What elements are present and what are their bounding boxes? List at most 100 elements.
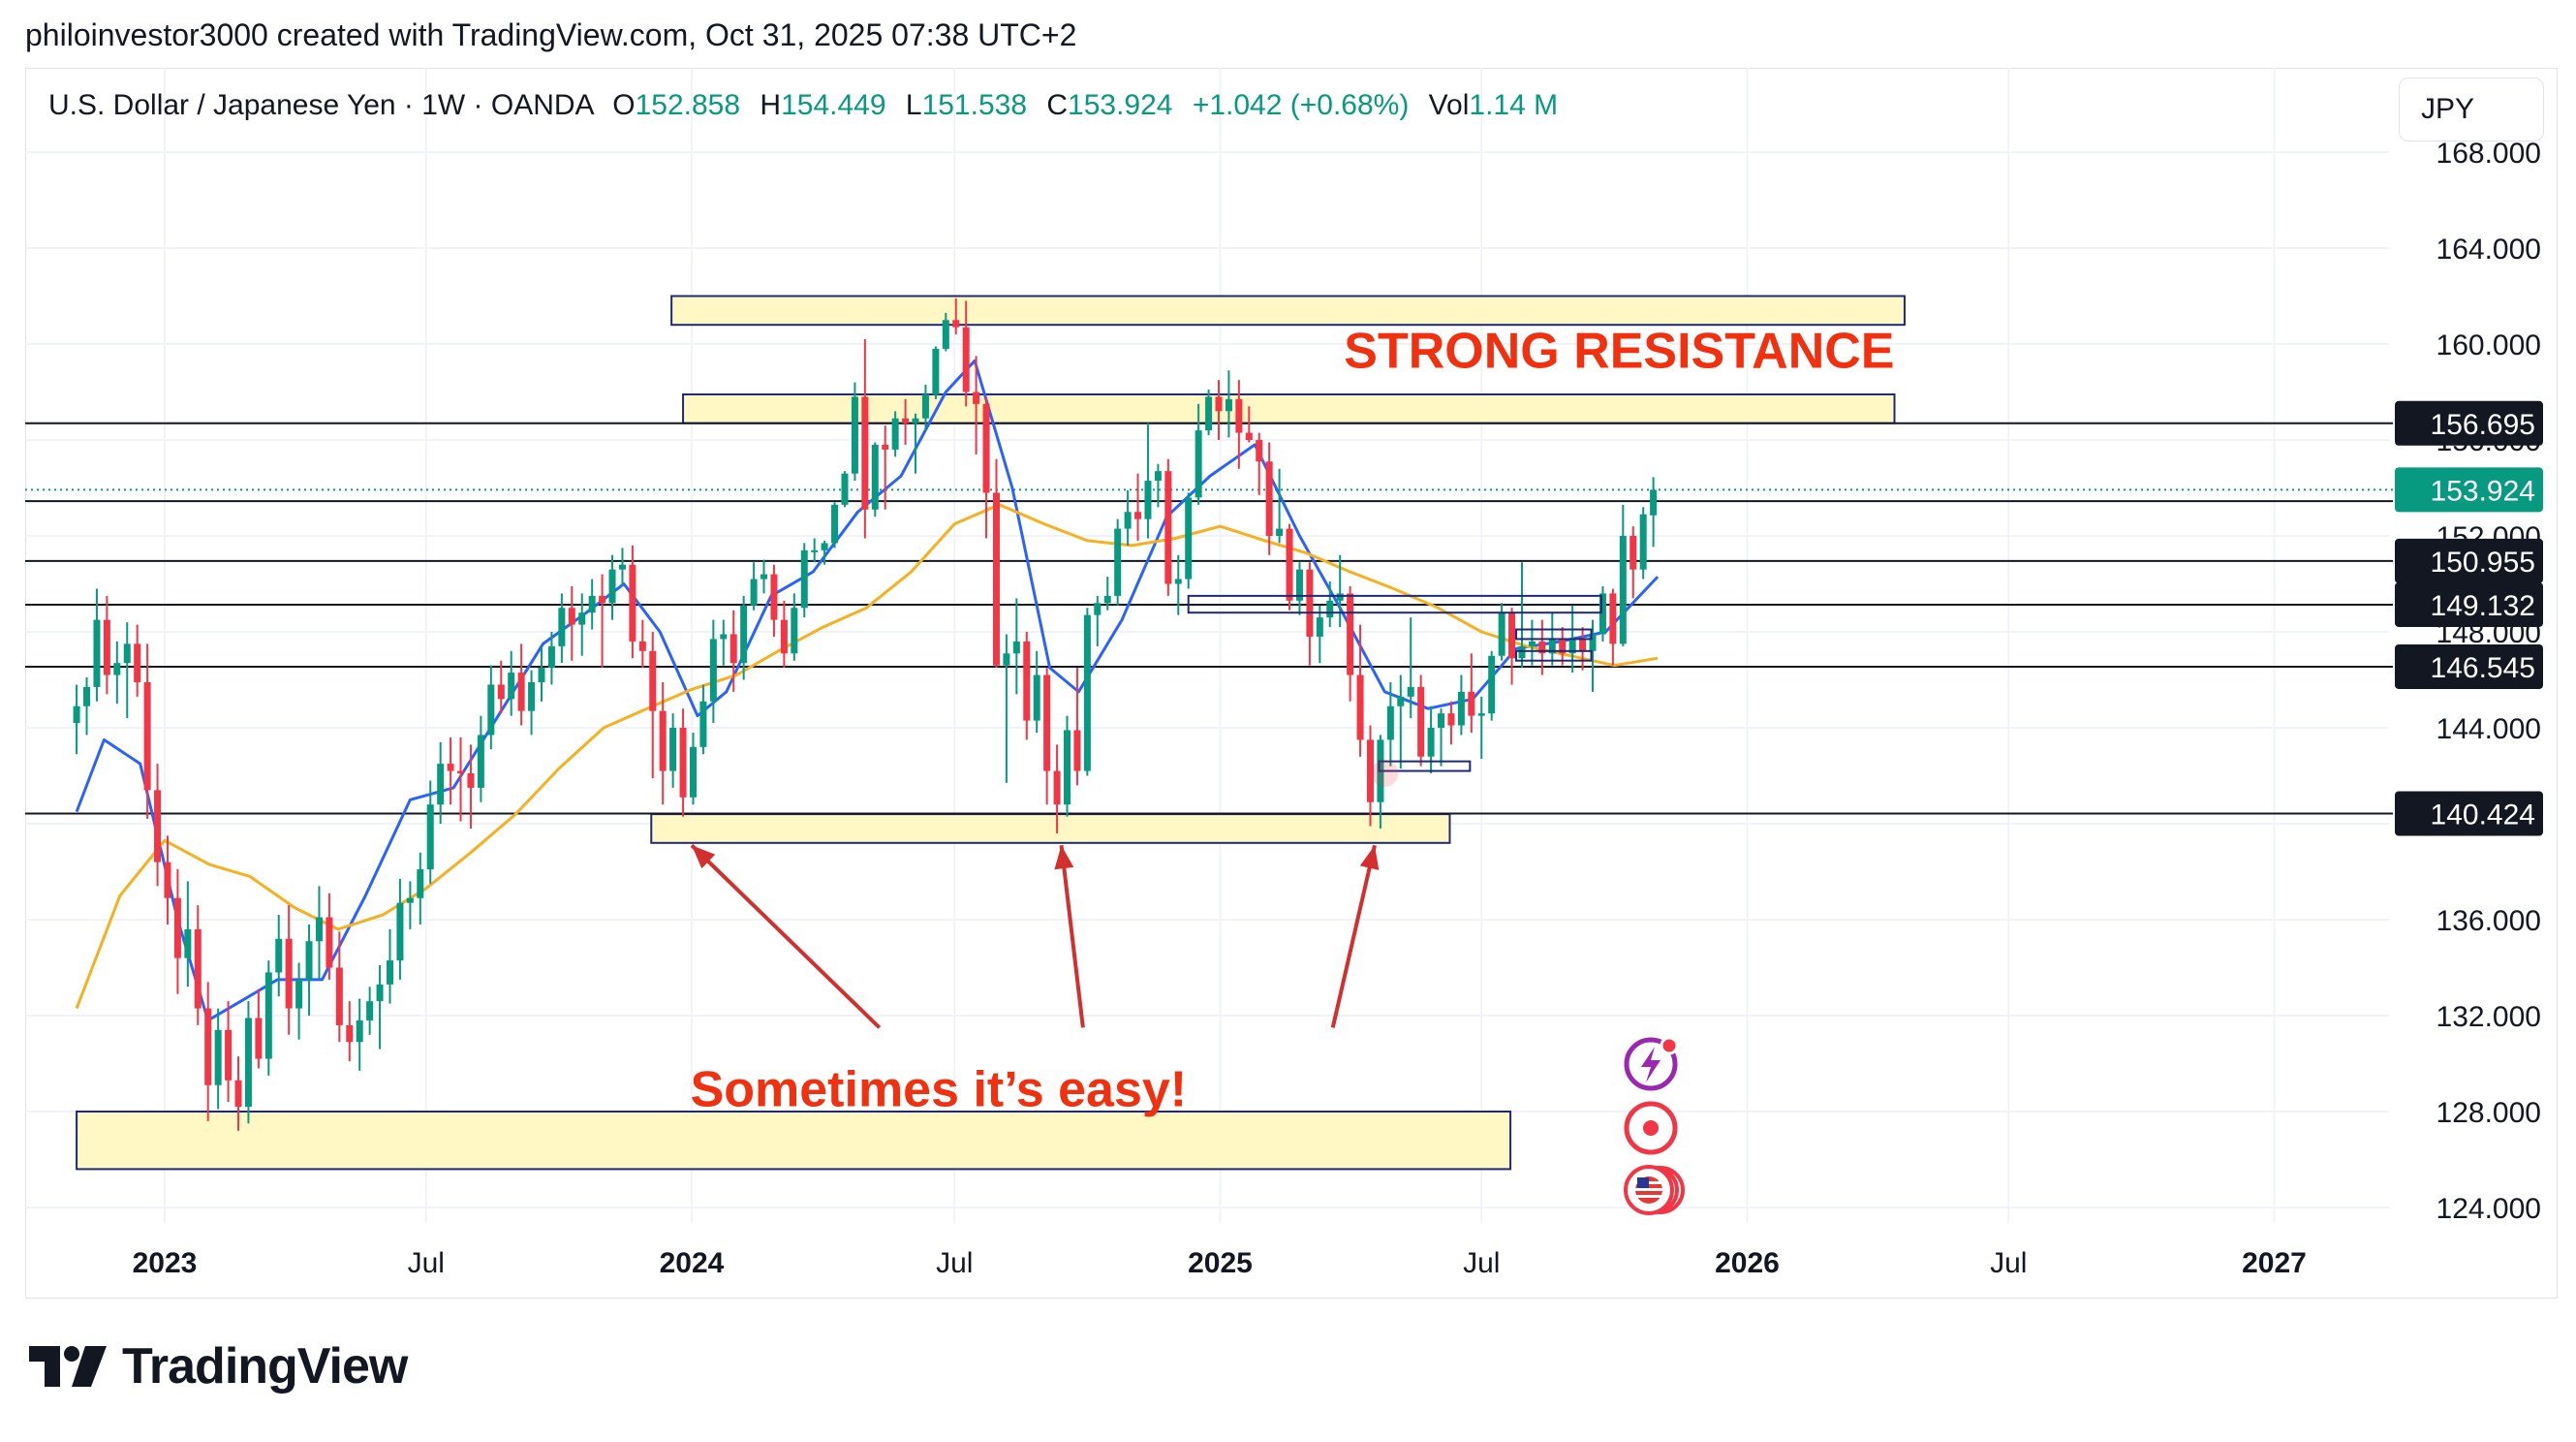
candle: [194, 905, 202, 1025]
y-axis-tick-label: 136.000: [2436, 905, 2541, 937]
price-axis-marker-label: 156.695: [2431, 409, 2535, 441]
candle-body: [113, 663, 121, 675]
candle-body: [1195, 430, 1202, 498]
consolidation-box: [1187, 594, 1602, 614]
candle-body: [770, 574, 778, 620]
candle: [791, 593, 798, 661]
candle: [1356, 624, 1364, 757]
candles: [73, 298, 1658, 1131]
price-axis-marker: 146.545: [2395, 644, 2543, 690]
candle: [1073, 668, 1081, 786]
candle-body: [264, 972, 272, 1059]
candle-body: [457, 770, 465, 774]
axes: 124.000128.000132.000136.000140.000144.0…: [133, 138, 2543, 1279]
candle: [629, 545, 636, 659]
candle: [376, 965, 384, 1050]
candle: [1589, 619, 1597, 692]
x-axis-tick-label: 2024: [660, 1247, 725, 1279]
candle: [234, 1056, 242, 1131]
record-event-icon[interactable]: [1624, 1101, 1678, 1155]
currency-button[interactable]: JPY: [2399, 78, 2544, 141]
candle-body: [699, 701, 707, 747]
candle-body: [952, 320, 960, 328]
candle: [326, 893, 333, 980]
lightning-event-icon[interactable]: [1624, 1036, 1679, 1091]
candle: [93, 588, 101, 702]
candle-body: [1174, 579, 1182, 584]
candle-body: [1185, 497, 1193, 580]
candle-body: [123, 643, 131, 664]
candle: [649, 632, 657, 778]
consolidation-box: [1378, 760, 1472, 772]
candle: [982, 396, 990, 539]
candle-body: [1356, 674, 1364, 740]
candle-body: [1538, 641, 1546, 654]
annotation-arrow: [1330, 844, 1380, 1028]
candle-body: [558, 608, 566, 646]
candle-body: [477, 735, 484, 788]
us-flag-event-icon[interactable]: [1624, 1165, 1685, 1215]
candle-body: [204, 1008, 212, 1085]
candle: [1083, 608, 1091, 776]
candle: [264, 960, 272, 1076]
candle: [709, 619, 717, 724]
x-axis-tick-label: 2026: [1715, 1247, 1780, 1279]
candle: [1114, 518, 1122, 606]
candle-body: [608, 569, 616, 604]
annotation-text: STRONG RESISTANCE: [1344, 323, 1894, 379]
candle-body: [1235, 398, 1243, 433]
candle-body: [659, 710, 667, 771]
candle-body: [305, 941, 313, 980]
symbol-legend: U.S. Dollar / Japanese Yen · 1W · OANDA …: [48, 89, 1558, 122]
candle: [1427, 705, 1435, 774]
event-icons: [1624, 1036, 1685, 1215]
candle: [821, 540, 828, 565]
candle: [740, 595, 748, 680]
candle: [891, 411, 899, 457]
candle-body: [538, 668, 545, 682]
annotation-arrow: [1054, 845, 1085, 1028]
y-axis-tick-label: 124.000: [2436, 1193, 2541, 1225]
candle: [1124, 489, 1132, 546]
candle-body: [1083, 614, 1091, 771]
candle: [366, 987, 374, 1035]
candle: [608, 554, 616, 620]
candle-body: [396, 902, 404, 961]
candle: [275, 915, 283, 997]
horizontal-levels: [25, 422, 2393, 815]
candle: [932, 346, 940, 399]
candle: [811, 538, 819, 563]
candle: [123, 622, 131, 719]
candle: [659, 681, 667, 805]
candle: [882, 425, 889, 510]
candle: [1366, 725, 1374, 827]
volume-value: 1.14 M: [1469, 89, 1559, 121]
candle: [1650, 477, 1658, 548]
candle: [467, 744, 475, 829]
y-axis-tick-label: 168.000: [2436, 138, 2541, 170]
candle: [1235, 380, 1243, 469]
symbol-title[interactable]: U.S. Dollar / Japanese Yen · 1W · OANDA: [48, 89, 593, 121]
candle: [103, 595, 110, 695]
candle: [315, 886, 323, 980]
candle-body: [194, 928, 202, 1009]
candle-body: [599, 595, 606, 604]
crosshair-marker: [1371, 760, 1399, 788]
candle: [255, 988, 263, 1069]
tradingview-logo[interactable]: TradingView: [29, 1337, 408, 1395]
candle-body: [376, 984, 384, 1002]
candle: [1336, 554, 1344, 628]
candle-body: [1477, 713, 1485, 716]
candle: [568, 585, 575, 661]
candle-body: [760, 574, 768, 580]
candle: [164, 835, 171, 925]
candle: [477, 715, 484, 802]
candle: [921, 385, 929, 431]
candle: [1347, 585, 1354, 702]
candle-body: [679, 728, 687, 798]
candle: [244, 1001, 252, 1124]
candle: [1447, 701, 1455, 745]
change-value: +1.042 (+0.68%): [1192, 89, 1410, 121]
candle: [1043, 668, 1051, 805]
